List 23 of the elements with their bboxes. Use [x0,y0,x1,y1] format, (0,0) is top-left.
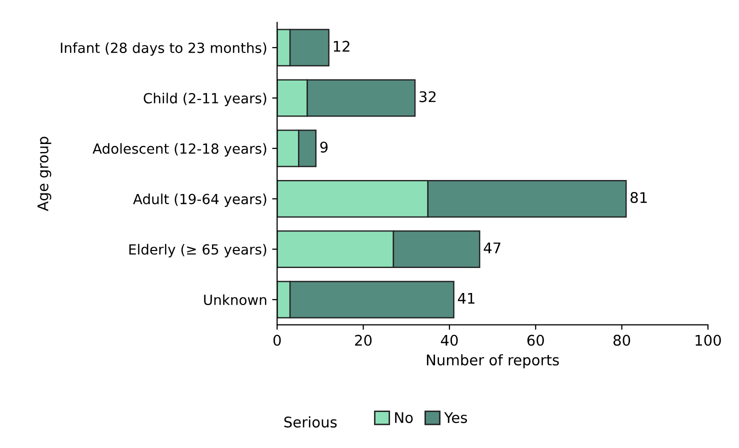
y-tick-label: Adolescent (12-18 years) [92,143,266,157]
total-label: 32 [420,91,436,102]
legend-title: Serious [284,416,337,428]
total-label: 41 [458,292,474,304]
y-tick-label: Infant (28 days to 23 months) [60,42,266,56]
total-label: 12 [334,40,350,52]
y-tick-label: Elderly (≥ 65 years) [129,244,266,258]
legend-label: No [395,412,413,424]
total-label: 81 [630,192,647,204]
x-tick-label: 0 [273,334,281,346]
x-axis-title: Number of reports [426,354,559,368]
y-tick-label: Child (2-11 years) [144,92,266,106]
total-label: 47 [484,242,500,254]
x-tick-label: 100 [696,334,721,346]
x-tick-label: 80 [614,334,630,346]
y-axis-title: Age group [38,136,52,212]
x-tick-label: 40 [440,334,458,346]
y-tick-label: Adult (19-64 years) [133,194,266,207]
total-label: 9 [320,142,328,153]
x-tick-label: 20 [355,334,372,346]
y-tick-label: Unknown [204,294,266,306]
legend-label: Yes [444,412,467,424]
x-tick-label: 60 [527,334,544,346]
